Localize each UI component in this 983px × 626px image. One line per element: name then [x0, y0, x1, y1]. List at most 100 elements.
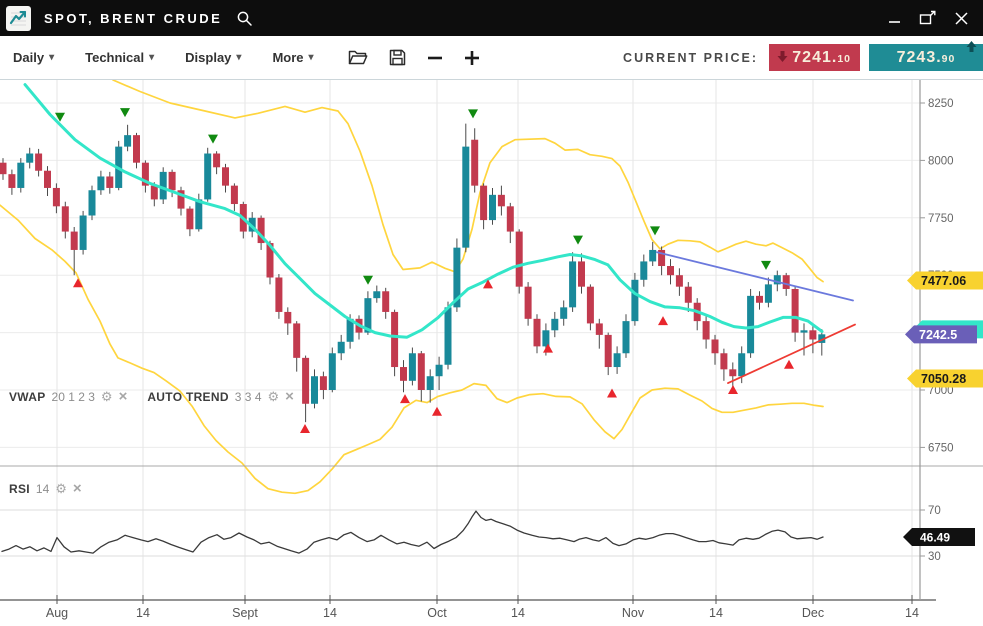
bull-candle [818, 334, 826, 343]
restore-window-button[interactable] [919, 10, 937, 26]
rsi-settings-gear-icon[interactable]: ⚙ [55, 481, 67, 496]
chevron-down-icon: ▾ [308, 52, 314, 63]
bear-candle [684, 286, 692, 303]
bull-candle [738, 353, 746, 377]
bull-candle [337, 341, 345, 354]
bull-candle [569, 261, 577, 308]
buy-signal-triangle-icon [300, 424, 310, 434]
bear-candle [524, 286, 532, 319]
current-price-label: CURRENT PRICE: [623, 50, 758, 65]
bear-candle [756, 295, 763, 303]
candles [0, 123, 826, 423]
bear-candle [230, 185, 238, 205]
bid-price-badge: 7241.10 [769, 44, 860, 71]
sell-signal-triangle-icon [55, 112, 65, 122]
sell-signal-triangle-icon [363, 275, 373, 285]
bull-candle [613, 353, 621, 368]
bull-candle [408, 353, 416, 381]
open-folder-icon[interactable] [348, 49, 368, 66]
bear-candle [658, 249, 666, 267]
autotrend-legend-params: 3 3 4 [234, 389, 262, 404]
bear-candle [35, 153, 43, 171]
bear-candle [52, 187, 60, 207]
buy-signal-triangle-icon [607, 388, 617, 398]
svg-text:14: 14 [709, 606, 723, 620]
price-up-arrow-icon [966, 41, 977, 52]
more-menu[interactable]: More ▾ [272, 50, 313, 65]
bear-candle [586, 286, 594, 324]
buy-signal-triangle-icon [483, 279, 493, 289]
bear-candle [106, 176, 114, 188]
buy-signal-triangle-icon [658, 316, 668, 326]
bear-candle [533, 318, 541, 347]
svg-text:8250: 8250 [928, 98, 954, 110]
svg-text:8000: 8000 [928, 155, 954, 167]
timeframe-menu[interactable]: Daily ▾ [13, 50, 54, 65]
autotrend-legend-name: AUTO TREND [147, 389, 229, 404]
display-menu-label: Display [185, 50, 232, 65]
price-chart-canvas[interactable]: 82508000775075007250700067507030Aug14Sep… [0, 80, 983, 626]
bear-candle [213, 153, 221, 168]
bear-candle [8, 174, 16, 188]
svg-text:7000: 7000 [928, 385, 954, 397]
bear-candle [720, 353, 728, 370]
chevron-down-icon: ▾ [236, 52, 242, 63]
bear-candle [150, 185, 158, 200]
search-icon[interactable] [236, 10, 253, 27]
bull-candle [124, 135, 132, 147]
bull-candle [26, 153, 34, 163]
close-button[interactable] [954, 11, 969, 26]
bull-candle [773, 275, 781, 285]
bull-candle [800, 330, 808, 333]
svg-text:7242.5: 7242.5 [919, 328, 957, 342]
bull-candle [195, 199, 203, 230]
bull-candle [97, 176, 105, 191]
bear-candle [417, 353, 425, 390]
svg-text:7750: 7750 [928, 213, 954, 225]
display-menu[interactable]: Display ▾ [185, 50, 241, 65]
minimize-button[interactable] [888, 11, 902, 25]
technical-menu[interactable]: Technical ▾ [85, 50, 154, 65]
save-icon[interactable] [389, 49, 406, 66]
autotrend-remove-icon[interactable]: × [285, 388, 294, 405]
svg-text:Sept: Sept [232, 606, 258, 620]
bull-candle [542, 330, 550, 347]
vwap-settings-gear-icon[interactable]: ⚙ [100, 389, 113, 404]
bull-candle [88, 190, 96, 216]
bull-candle [453, 247, 461, 308]
bull-candle [364, 298, 372, 333]
svg-text:70: 70 [928, 505, 941, 517]
svg-text:Dec: Dec [802, 606, 824, 620]
vwap-bands [0, 80, 824, 495]
svg-text:7050.28: 7050.28 [921, 372, 966, 386]
bear-candle [515, 231, 523, 287]
bear-candle [293, 323, 301, 358]
autotrend-settings-gear-icon[interactable]: ⚙ [267, 389, 280, 404]
bull-candle [551, 318, 559, 331]
bull-candle [747, 295, 755, 354]
bull-candle [444, 307, 452, 365]
bear-candle [675, 275, 683, 287]
buy-signal-triangle-icon [543, 343, 553, 353]
bear-candle [667, 266, 674, 276]
buy-signal-triangle-icon [432, 406, 442, 416]
bear-candle [275, 277, 283, 312]
bull-candle [346, 318, 354, 342]
bull-candle [426, 376, 434, 390]
bear-candle [400, 367, 407, 381]
vwap-legend-params: 20 1 2 3 [51, 389, 95, 404]
svg-text:Oct: Oct [427, 606, 447, 620]
price-down-arrow-icon [777, 51, 788, 62]
sell-signal-triangle-icon [573, 235, 583, 245]
bull-candle [159, 171, 167, 200]
zoom-out-icon[interactable] [427, 50, 443, 66]
vwap-remove-icon[interactable]: × [118, 388, 128, 405]
rsi-remove-icon[interactable]: × [72, 480, 82, 497]
bear-candle [61, 206, 69, 232]
autotrend-legend: AUTO TREND 3 3 4 ⚙ × [147, 389, 294, 404]
bear-candle [791, 288, 799, 333]
rsi-legend: RSI 14 ⚙ × [9, 481, 82, 496]
bull-candle [649, 249, 657, 262]
zoom-in-icon[interactable] [464, 50, 480, 66]
bull-candle [631, 279, 639, 322]
